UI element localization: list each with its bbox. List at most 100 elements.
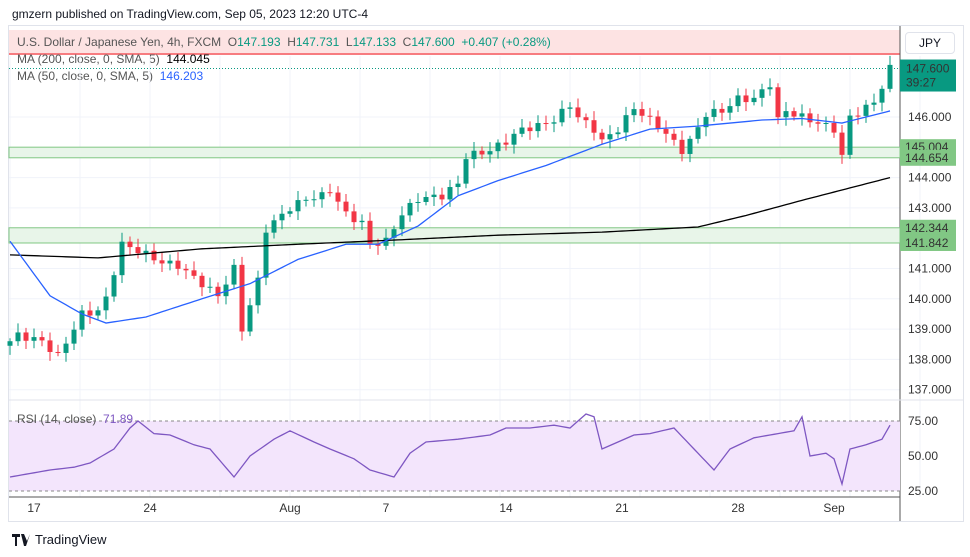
candle-body xyxy=(879,88,885,103)
rsi-label: RSI (14, close) xyxy=(17,412,97,426)
ma50-label: MA (50, close, 0, SMA, 5) xyxy=(17,69,154,83)
ma50-legend[interactable]: MA (50, close, 0, SMA, 5) 146.203 xyxy=(17,69,203,83)
brand-name: TradingView xyxy=(35,532,107,547)
candle-body xyxy=(783,111,789,118)
ma200-line xyxy=(9,176,891,259)
support-zone-0 xyxy=(8,146,901,159)
candle-body xyxy=(143,250,149,254)
time-tick: 14 xyxy=(499,501,513,515)
candle-body xyxy=(695,127,701,139)
high-value: 147.731 xyxy=(295,35,340,49)
close-value: 147.600 xyxy=(411,35,455,49)
candle-body xyxy=(15,332,21,342)
candle-body xyxy=(591,120,597,133)
candle-body xyxy=(471,150,477,160)
low-label: L xyxy=(345,35,353,49)
last-price-label: 147.600 xyxy=(906,62,950,76)
ma200-value: 144.045 xyxy=(166,52,210,66)
rsi-value: 71.89 xyxy=(103,412,134,426)
candle-body xyxy=(31,337,37,341)
candle-body xyxy=(311,199,317,201)
candle-body xyxy=(423,197,429,202)
candle-body xyxy=(415,201,421,203)
candle-body xyxy=(359,220,365,223)
candle-body xyxy=(271,220,277,233)
time-tick: 17 xyxy=(27,501,41,515)
price-tick: 146.000 xyxy=(908,110,952,124)
tradingview-footer[interactable]: TradingView xyxy=(12,532,107,547)
candle-body xyxy=(703,116,709,128)
candle-body xyxy=(351,211,357,223)
close-label: C xyxy=(402,35,412,49)
candle-body xyxy=(711,108,717,117)
candle-body xyxy=(215,286,221,297)
candle-body xyxy=(887,64,893,89)
currency-button[interactable]: JPY xyxy=(905,32,955,54)
tradingview-logo-icon xyxy=(12,533,30,546)
time-tick: Sep xyxy=(823,501,845,515)
open-value: 147.193 xyxy=(237,35,281,49)
candle-body xyxy=(95,310,101,316)
countdown-label: 39:27 xyxy=(906,76,936,90)
candle-body xyxy=(7,341,13,346)
time-tick: 7 xyxy=(383,501,390,515)
candle-body xyxy=(759,89,765,98)
candle-body xyxy=(663,129,669,134)
candle-body xyxy=(151,250,157,261)
candle-body xyxy=(631,109,637,116)
candle-body xyxy=(487,151,493,155)
published-caption: gmzern published on TradingView.com, Sep… xyxy=(12,7,368,21)
price-tick: 137.000 xyxy=(908,383,952,397)
candle-body xyxy=(135,247,141,254)
candle-body xyxy=(431,194,437,198)
time-tick: 28 xyxy=(731,501,745,515)
price-tick: 141.000 xyxy=(908,262,952,276)
ma50-value: 146.203 xyxy=(159,69,204,83)
candle-body xyxy=(551,122,557,124)
ma200-legend[interactable]: MA (200, close, 0, SMA, 5) 144.045 xyxy=(17,52,210,66)
candle-body xyxy=(247,305,253,332)
rsi-tick: 50.00 xyxy=(908,449,938,463)
ma200-label: MA (200, close, 0, SMA, 5) xyxy=(17,52,160,66)
candle-body xyxy=(647,115,653,117)
candle-body xyxy=(335,192,341,202)
low-value: 147.133 xyxy=(352,35,396,49)
candle-body xyxy=(503,142,509,145)
candle-body xyxy=(207,286,213,288)
zone-price-label-bg xyxy=(900,219,956,236)
candle-body xyxy=(823,122,829,124)
candle-body xyxy=(687,138,693,154)
price-tick: 140.000 xyxy=(908,292,952,306)
rsi-legend[interactable]: RSI (14, close) 71.89 xyxy=(17,412,133,426)
candle-body xyxy=(855,115,861,117)
candle-body xyxy=(167,260,173,264)
candle-body xyxy=(519,127,525,134)
candle-body xyxy=(751,97,757,103)
candle-body xyxy=(287,211,293,214)
candles xyxy=(7,55,893,362)
price-tick: 144.000 xyxy=(908,171,952,185)
candle-body xyxy=(399,215,405,230)
candle-body xyxy=(511,133,517,145)
candle-body xyxy=(583,117,589,121)
time-tick: Aug xyxy=(279,501,300,515)
candle-body xyxy=(799,113,805,117)
candle-body xyxy=(615,132,621,135)
candle-body xyxy=(815,122,821,124)
symbol-legend[interactable]: U.S. Dollar / Japanese Yen, 4h, FXCM O14… xyxy=(17,35,551,49)
rsi-band xyxy=(9,421,900,491)
candle-body xyxy=(239,264,245,332)
candle-body xyxy=(23,332,29,341)
candle-body xyxy=(127,241,133,248)
candle-body xyxy=(407,202,413,216)
rsi-line xyxy=(9,413,891,487)
candle-body xyxy=(383,237,389,246)
zone-price-label: 142.344 xyxy=(905,221,949,235)
candle-body xyxy=(719,108,725,113)
candle-body xyxy=(47,340,53,352)
candle-body xyxy=(831,122,837,133)
zone-price-label: 144.654 xyxy=(905,151,949,165)
candle-body xyxy=(495,142,501,152)
candle-body xyxy=(319,192,325,200)
